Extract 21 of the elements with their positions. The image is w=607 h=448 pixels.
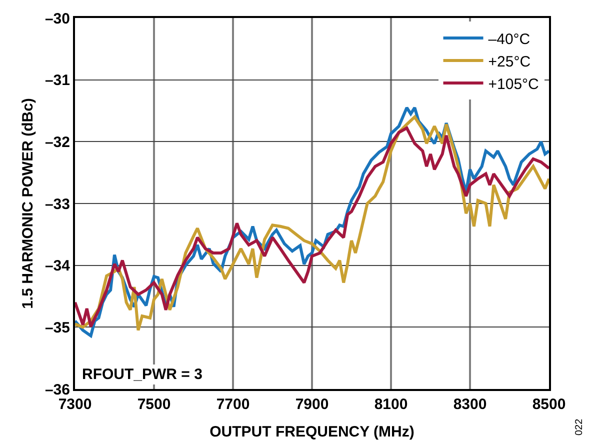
x-tick-label: 8500	[532, 396, 566, 413]
y-tick-label: –30	[44, 10, 70, 28]
legend-label: +25°C	[488, 53, 531, 70]
y-tick-label: –34	[44, 258, 71, 275]
y-tick-label: –33	[44, 196, 70, 213]
x-tick-label: 7700	[216, 396, 250, 413]
legend-label: –40°C	[488, 30, 530, 48]
x-tick-label: 7300	[58, 396, 92, 413]
text: 022	[574, 418, 586, 436]
y-tick-label: –36	[44, 381, 70, 398]
x-tick-label: 7500	[137, 396, 171, 413]
y-tick-label: –35	[44, 319, 70, 336]
legend-label: +105°C	[488, 76, 540, 93]
x-axis-title: OUTPUT FREQUENCY (MHz)	[210, 424, 414, 440]
y-tick-label: –32	[44, 134, 70, 151]
x-tick-label: 8300	[453, 396, 487, 413]
y-tick-label: –31	[44, 72, 70, 90]
y-axis-title: 1.5 HARMONIC POWER (dBc)	[20, 98, 37, 309]
annotation: RFOUT_PWR = 3	[82, 366, 202, 383]
x-tick-label: 7900	[295, 396, 329, 413]
x-tick-label: 8100	[374, 396, 408, 413]
